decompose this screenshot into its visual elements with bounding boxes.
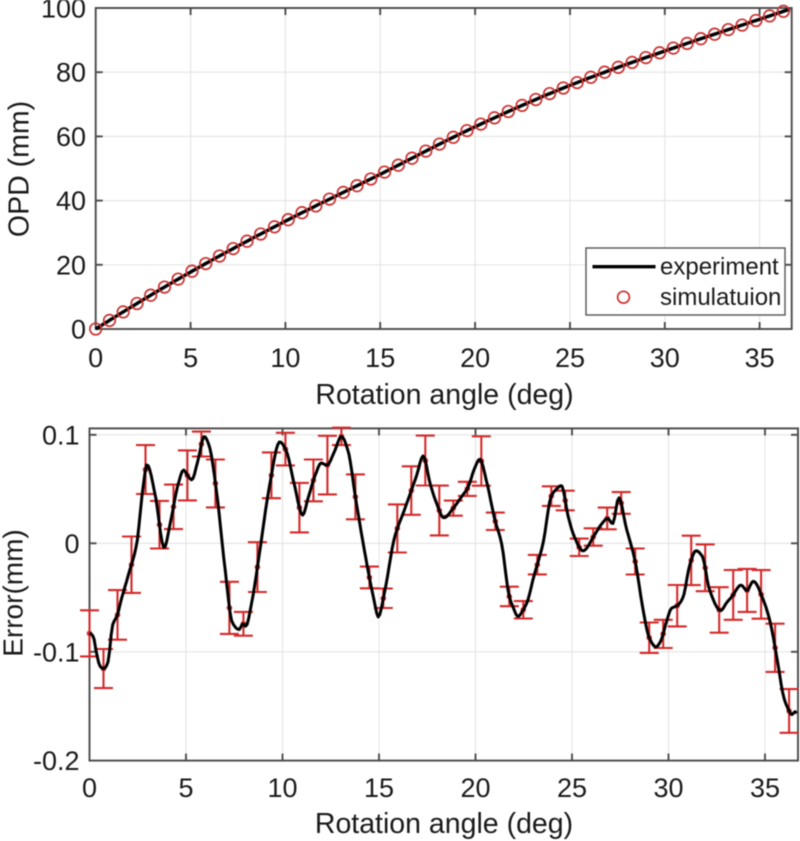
svg-text:20: 20 [460,773,490,803]
svg-text:80: 80 [56,58,86,88]
svg-text:-0.2: -0.2 [33,746,80,776]
svg-text:60: 60 [56,122,86,152]
svg-text:simulatuion: simulatuion [660,284,781,311]
svg-text:30: 30 [650,343,680,373]
svg-text:experiment: experiment [660,254,779,281]
svg-text:Error(mm): Error(mm) [0,529,29,657]
svg-text:OPD (mm): OPD (mm) [4,101,36,237]
svg-text:0: 0 [82,773,97,803]
svg-text:Rotation angle (deg): Rotation angle (deg) [315,808,573,840]
svg-text:40: 40 [56,186,86,216]
svg-text:25: 25 [555,343,585,373]
svg-text:-0.1: -0.1 [33,637,80,667]
svg-text:100: 100 [41,0,86,24]
svg-text:20: 20 [56,250,86,280]
svg-text:15: 15 [364,773,394,803]
svg-text:25: 25 [557,773,587,803]
svg-text:35: 35 [745,343,775,373]
svg-text:Rotation angle (deg): Rotation angle (deg) [315,379,573,411]
svg-text:30: 30 [653,773,683,803]
svg-text:10: 10 [267,773,297,803]
svg-text:0.1: 0.1 [42,420,80,450]
svg-text:0: 0 [71,315,86,345]
svg-text:15: 15 [365,343,395,373]
svg-text:35: 35 [750,773,780,803]
svg-text:10: 10 [270,343,300,373]
svg-text:20: 20 [460,343,490,373]
svg-text:5: 5 [178,773,193,803]
svg-text:0: 0 [64,529,79,559]
svg-text:0: 0 [88,343,103,373]
svg-text:5: 5 [183,343,198,373]
